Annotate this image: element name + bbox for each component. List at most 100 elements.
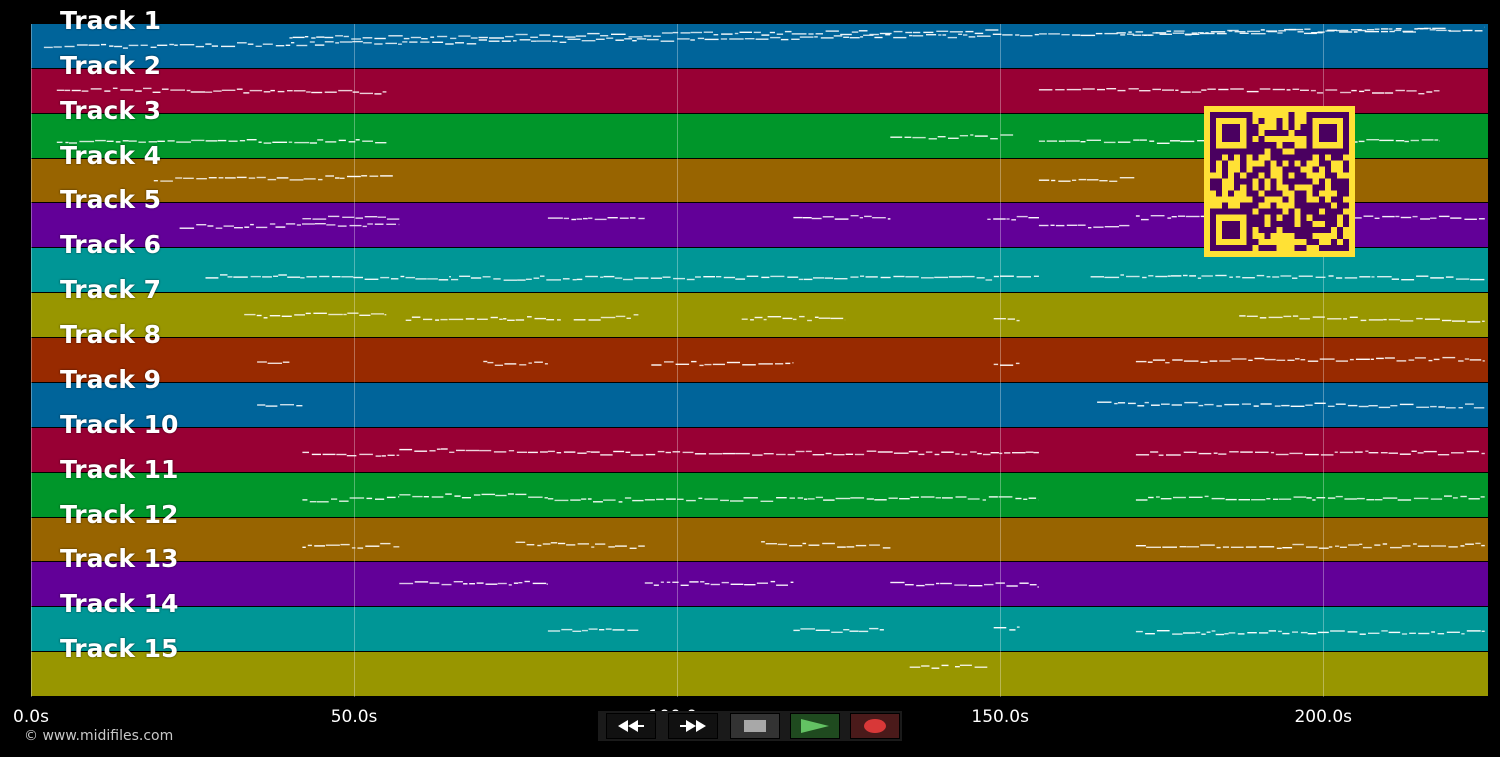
qr-module: [1318, 202, 1325, 209]
note: [811, 217, 822, 220]
note: [1380, 452, 1388, 454]
note: [170, 89, 185, 91]
note: [744, 584, 756, 586]
note: [666, 581, 671, 583]
note: [1396, 360, 1407, 362]
rewind-button[interactable]: [606, 713, 656, 739]
note: [1259, 632, 1269, 634]
note: [1325, 89, 1338, 91]
note: [161, 88, 169, 90]
note: [1475, 542, 1481, 545]
record-button[interactable]: [850, 713, 900, 739]
note: [587, 498, 592, 500]
note: [712, 363, 725, 366]
note: [1390, 546, 1402, 549]
note: [1420, 28, 1424, 30]
note: [175, 177, 183, 179]
note: [1097, 401, 1112, 403]
qr-module: [1330, 172, 1337, 179]
note: [530, 36, 538, 38]
track-label: Track 5: [60, 185, 162, 215]
note: [399, 582, 414, 585]
note: [591, 546, 595, 548]
note: [1191, 91, 1202, 93]
note: [359, 453, 373, 456]
qr-module: [1222, 172, 1229, 179]
note: [1229, 276, 1233, 278]
note: [306, 276, 317, 278]
note: [1401, 633, 1408, 635]
note: [1104, 226, 1119, 228]
note: [122, 140, 129, 142]
note: [1082, 88, 1095, 90]
note: [1395, 28, 1402, 30]
note: [1034, 33, 1039, 36]
note: [1370, 358, 1374, 360]
note-group: [399, 448, 548, 454]
note: [1400, 320, 1414, 322]
note: [1336, 29, 1349, 32]
note: [849, 37, 860, 39]
note: [1171, 404, 1182, 406]
note: [1039, 33, 1047, 35]
fast-forward-button[interactable]: [668, 713, 718, 739]
note: [1135, 215, 1140, 217]
note: [1255, 451, 1269, 453]
qr-module: [1222, 124, 1229, 131]
note: [1033, 451, 1039, 454]
note: [1072, 179, 1077, 181]
note: [843, 629, 850, 631]
qr-module: [1264, 208, 1271, 215]
note: [488, 40, 500, 42]
track-label: Track 8: [60, 320, 162, 350]
note: [1218, 88, 1229, 91]
note: [789, 545, 803, 547]
note: [1114, 402, 1118, 405]
note: [423, 496, 429, 498]
qr-module: [1342, 112, 1349, 119]
note: [285, 223, 296, 225]
qr-module: [1252, 202, 1259, 209]
note: [1077, 224, 1086, 226]
note: [1416, 275, 1429, 277]
note: [294, 314, 305, 316]
note: [1104, 276, 1120, 279]
note: [1349, 358, 1354, 361]
note: [1055, 224, 1065, 227]
note: [1464, 218, 1477, 220]
note: [1254, 357, 1265, 360]
note: [513, 582, 519, 584]
note: [566, 544, 576, 546]
note: [974, 666, 988, 668]
note: [905, 31, 913, 34]
note: [1088, 227, 1092, 229]
note: [638, 217, 645, 220]
note: [753, 31, 761, 34]
note: [634, 277, 649, 279]
note: [840, 33, 852, 36]
note: [985, 29, 999, 31]
note: [1170, 275, 1182, 277]
note: [534, 317, 546, 320]
qr-module: [1228, 190, 1235, 197]
qr-module: [1282, 172, 1289, 179]
qr-module: [1264, 166, 1271, 173]
note-group: [1135, 450, 1485, 456]
stop-button[interactable]: [730, 713, 780, 739]
note: [311, 91, 323, 94]
note: [367, 223, 373, 225]
note: [263, 142, 272, 144]
note: [993, 363, 999, 366]
note: [1382, 215, 1395, 218]
note: [632, 40, 637, 42]
note: [1274, 405, 1281, 407]
play-button[interactable]: [790, 713, 840, 739]
note: [288, 141, 293, 143]
note: [1240, 451, 1253, 453]
qr-module: [1336, 184, 1343, 191]
note: [337, 225, 347, 227]
note: [399, 448, 413, 451]
note: [526, 544, 535, 546]
qr-module: [1246, 244, 1253, 251]
note: [1025, 451, 1034, 453]
